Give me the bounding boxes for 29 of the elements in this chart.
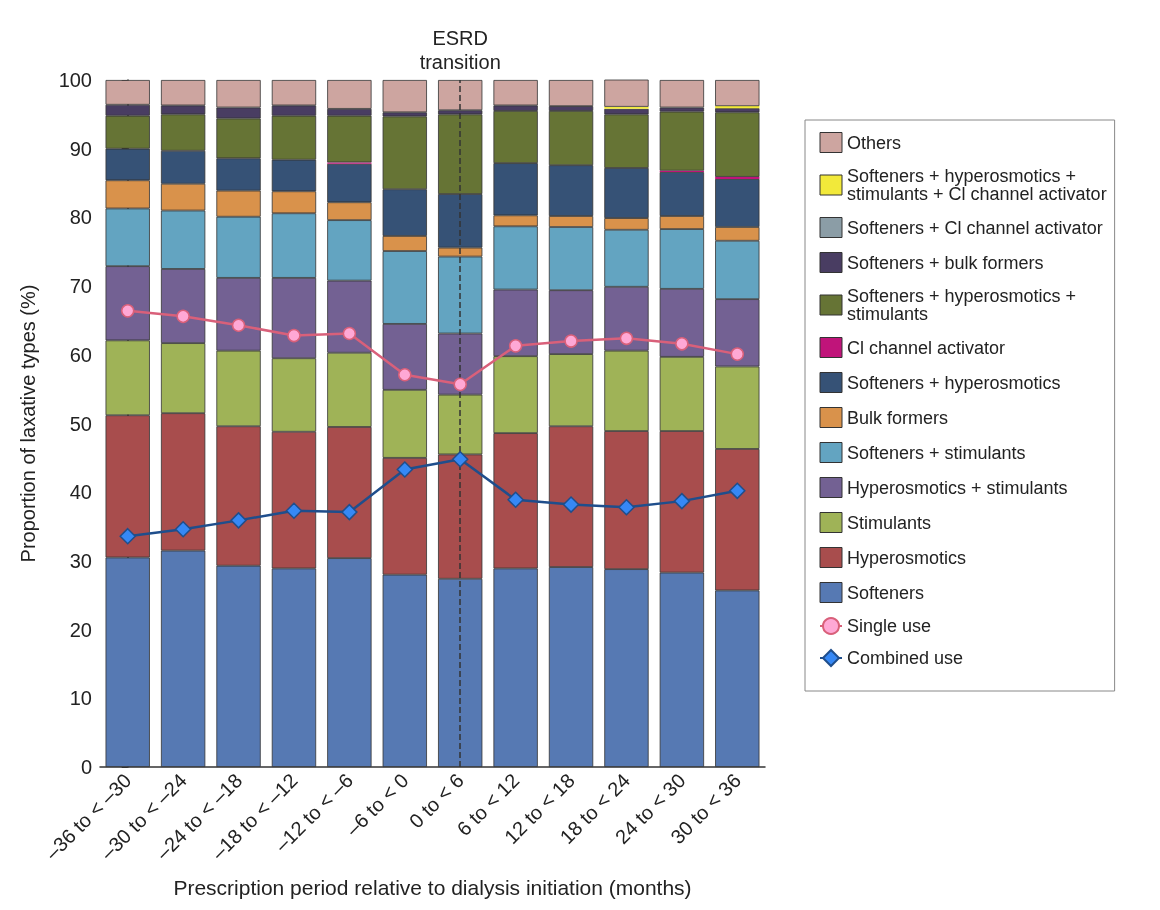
y-tick-label: 30 (69, 549, 92, 572)
legend-label: Softeners + hyperosmotics (847, 372, 1061, 393)
y-tick-label: 20 (69, 618, 92, 641)
y-tick-label: 50 (69, 412, 92, 435)
legend-label: Stimulants (847, 512, 932, 533)
x-axis-title: Prescription period relative to dialysis initiation (months) (173, 876, 692, 899)
legend-label: Softeners + stimulants (847, 442, 1026, 463)
legend-label: Softeners (847, 582, 925, 603)
y-tick-label: 70 (69, 275, 92, 298)
y-tick-label: 90 (69, 137, 92, 160)
y-tick-label: 0 (80, 756, 92, 778)
legend-label: Softeners + bulk formers (847, 252, 1044, 273)
legend-label: Cl channel activator (847, 337, 1006, 358)
legend-label: Bulk formers (847, 407, 949, 428)
y-tick-label: 40 (69, 481, 92, 504)
legend-label: Softeners + hyperosmotics + stimulants + Cl channel activator (847, 166, 1107, 204)
legend-label: Softeners + hyperosmotics + stimulants (847, 286, 1082, 324)
y-tick-label: 100 (58, 69, 92, 91)
legend-label: Hyperosmotics + stimulants (847, 477, 1068, 498)
legend-label: Others (847, 132, 902, 153)
y-tick-label: 60 (69, 343, 92, 366)
ref-line-label: ESRD transition (419, 27, 501, 73)
legend-label: Single use (847, 616, 932, 636)
y-tick-label: 10 (69, 687, 92, 710)
legend-label: Softeners + Cl channel activator (847, 217, 1103, 238)
legend-label: Hyperosmotics (847, 547, 967, 568)
y-axis-title: Proportion of laxative types (%) (17, 284, 39, 563)
legend-label: Combined use (847, 648, 964, 668)
y-tick-label: 80 (69, 206, 92, 229)
